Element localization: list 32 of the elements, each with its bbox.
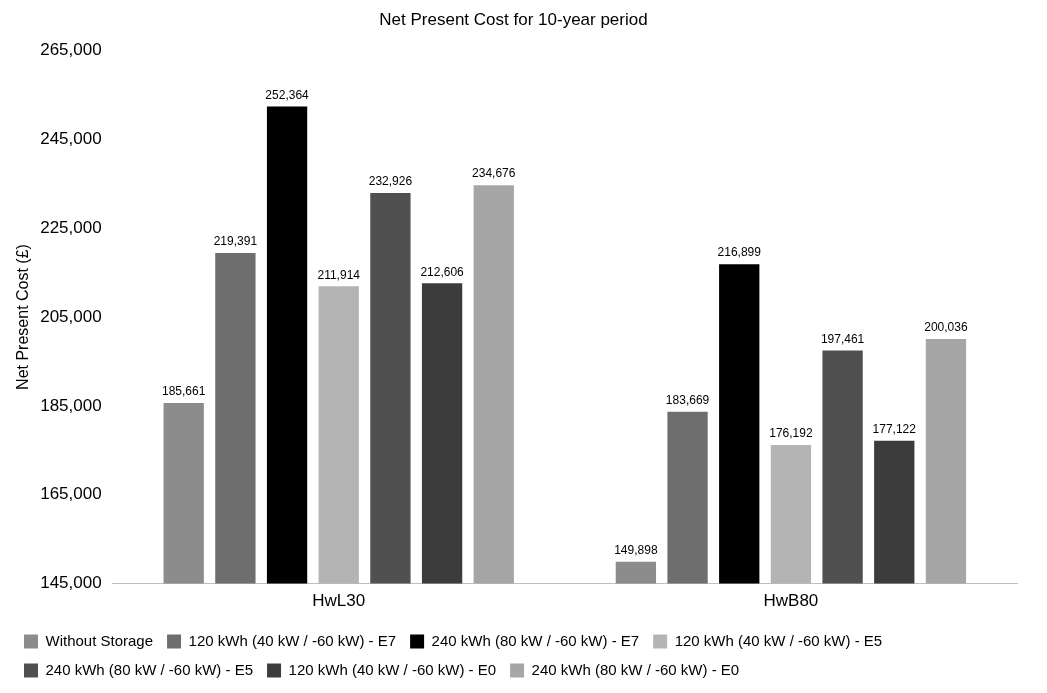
y-tick-label: 205,000 [40,306,102,326]
legend-label: 120 kWh (40 kW / -60 kW) - E0 [288,660,497,678]
x-tick-label: HwB80 [763,591,819,611]
data-label: 185,661 [162,384,206,399]
data-label: 177,122 [872,422,917,437]
y-tick-label: 185,000 [40,395,102,415]
data-label: 183,669 [665,393,710,408]
data-label: 200,036 [924,320,968,335]
y-tick-label: 265,000 [40,40,102,60]
data-label: 252,364 [265,87,310,102]
legend-label: 240 kWh (80 kW / -60 kW) - E7 [431,631,640,649]
y-tick-label: 245,000 [40,128,102,148]
x-tick-label: HwL30 [312,591,366,611]
y-axis-title: Net Present Cost (£) [14,244,32,390]
data-label: 197,461 [820,331,865,346]
legend-label: Without Storage [45,631,154,649]
legend-label: 240 kWh (80 kW / -60 kW) - E5 [45,660,254,678]
y-tick-label: 225,000 [40,217,102,237]
chart-title: Net Present Cost for 10-year period [379,9,648,29]
data-label: 219,391 [213,234,258,249]
data-label: 216,899 [717,245,762,260]
data-label: 211,914 [317,267,361,282]
data-label: 234,676 [472,166,516,181]
legend-label: 120 kWh (40 kW / -60 kW) - E5 [674,631,883,649]
data-label: 149,898 [614,543,658,558]
legend-label: 240 kWh (80 kW / -60 kW) - E0 [531,660,740,678]
y-tick-label: 145,000 [40,573,102,593]
y-tick-label: 165,000 [40,484,102,504]
data-label: 212,606 [420,264,465,279]
data-label: 232,926 [368,174,413,189]
legend-label: 120 kWh (40 kW / -60 kW) - E7 [188,631,397,649]
data-label: 176,192 [769,426,813,441]
